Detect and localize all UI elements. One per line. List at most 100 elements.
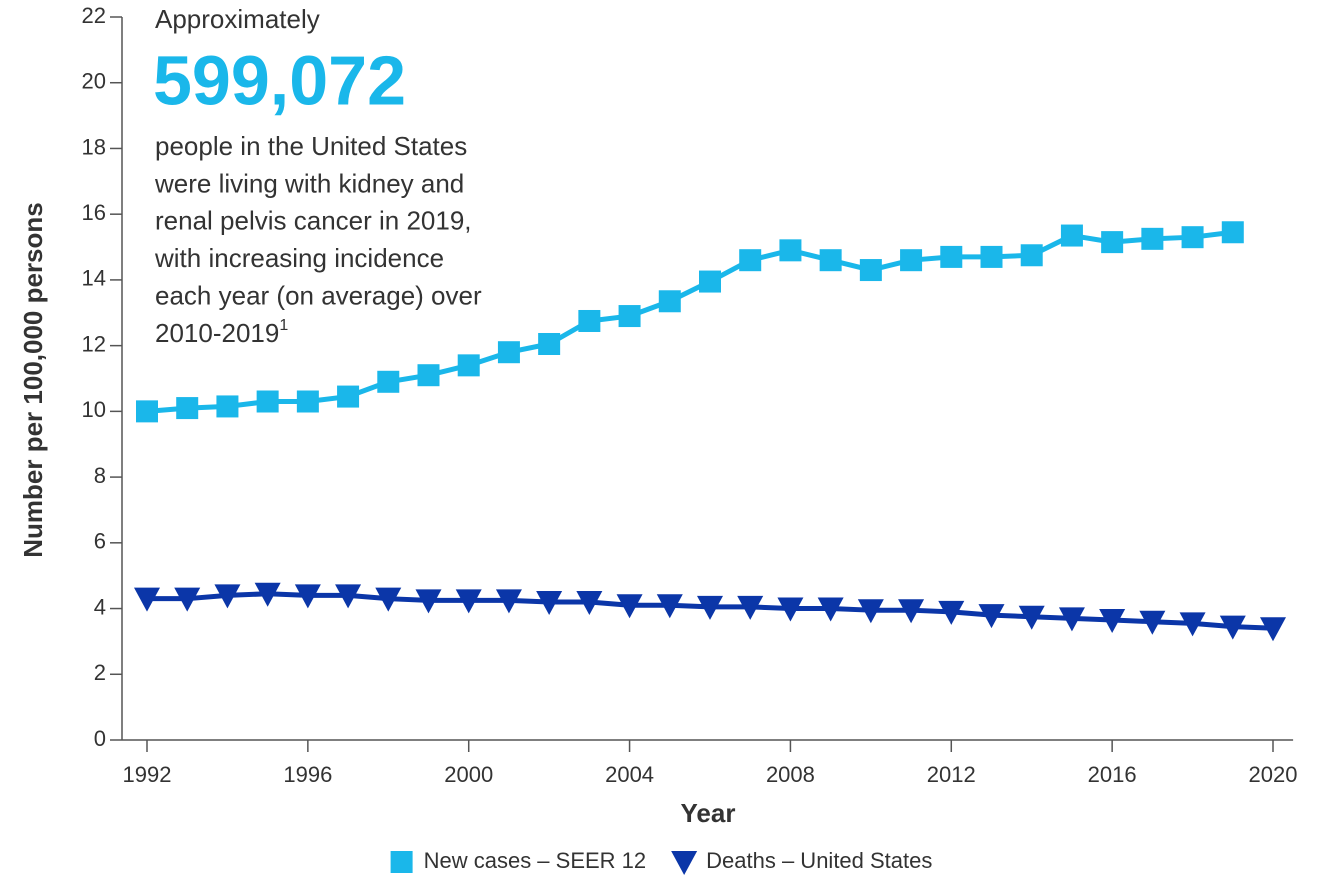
y-tick-label: 2	[94, 660, 106, 685]
y-tick-label: 22	[82, 3, 106, 28]
y-tick-label: 10	[82, 397, 106, 422]
y-tick-label: 18	[82, 134, 106, 159]
marker	[576, 590, 603, 615]
marker	[1060, 224, 1083, 247]
y-tick-label: 12	[82, 331, 106, 356]
marker	[1179, 612, 1206, 637]
marker	[1099, 609, 1126, 634]
annotation: Approximately 599,072 people in the Unit…	[153, 4, 482, 348]
x-tick-label: 2000	[444, 762, 493, 787]
marker	[1141, 227, 1164, 250]
x-tick-label: 2020	[1249, 762, 1298, 787]
marker	[1181, 226, 1204, 249]
marker	[940, 245, 963, 268]
annotation-line: people in the United States	[155, 131, 467, 161]
x-tick-label: 2004	[605, 762, 654, 787]
marker	[536, 590, 563, 615]
series-line	[146, 229, 1234, 414]
y-tick-label: 6	[94, 529, 106, 554]
marker	[375, 587, 402, 612]
marker	[817, 597, 844, 622]
marker	[495, 589, 522, 614]
legend-label: Deaths – United States	[706, 848, 932, 873]
marker	[337, 385, 360, 408]
marker	[900, 249, 923, 272]
marker	[697, 595, 723, 620]
legend: New cases – SEER 12 Deaths – United State…	[390, 848, 932, 875]
legend-marker	[390, 851, 413, 873]
series	[134, 582, 1286, 642]
marker	[415, 589, 442, 614]
marker	[737, 595, 764, 620]
marker	[699, 270, 721, 293]
x-axis-title: Year	[681, 798, 736, 828]
y-axis-title: Number per 100,000 persons	[18, 202, 48, 558]
marker	[335, 584, 362, 609]
y-tick-label: 0	[94, 726, 106, 751]
marker	[1139, 610, 1166, 635]
marker	[497, 341, 520, 364]
marker	[256, 390, 279, 413]
annotation-number: 599,072	[153, 41, 406, 119]
annotation-line: renal pelvis cancer in 2019,	[155, 206, 472, 236]
marker	[658, 290, 681, 313]
annotation-line: were living with kidney and	[154, 168, 464, 198]
y-tick-label: 8	[94, 463, 106, 488]
marker	[898, 599, 925, 624]
legend-label: New cases – SEER 12	[424, 848, 647, 873]
series	[136, 221, 1244, 423]
marker	[176, 397, 199, 420]
marker	[859, 259, 882, 282]
marker	[578, 309, 601, 332]
marker	[254, 582, 281, 607]
marker	[616, 594, 643, 619]
legend-item: Deaths – United States	[671, 848, 932, 875]
marker	[1260, 617, 1286, 642]
marker	[777, 597, 804, 622]
annotation-line: with increasing incidence	[154, 243, 444, 273]
marker	[538, 332, 561, 355]
marker	[1058, 607, 1085, 632]
legend-marker	[671, 851, 698, 875]
marker	[739, 249, 762, 272]
marker	[214, 584, 241, 609]
marker	[294, 584, 321, 609]
marker	[978, 604, 1005, 629]
marker	[618, 305, 641, 328]
marker	[980, 245, 1003, 268]
marker	[656, 594, 683, 619]
annotation-superscript: 1	[279, 317, 288, 334]
marker	[136, 400, 158, 423]
annotation-intro: Approximately	[155, 4, 320, 34]
marker	[457, 354, 480, 377]
annotation-line: each year (on average) over	[155, 280, 482, 310]
x-tick-label: 2016	[1088, 762, 1137, 787]
marker	[1020, 244, 1043, 267]
annotation-line: 2010-20191	[155, 317, 288, 348]
legend-item: New cases – SEER 12	[390, 848, 647, 873]
marker	[779, 239, 802, 262]
marker	[819, 249, 842, 272]
marker	[938, 600, 965, 625]
x-tick-label: 2008	[766, 762, 815, 787]
marker	[296, 390, 319, 413]
marker	[174, 587, 201, 612]
x-tick-label: 2012	[927, 762, 976, 787]
marker	[216, 395, 239, 418]
marker	[1219, 615, 1246, 640]
marker	[417, 364, 440, 387]
marker	[857, 599, 884, 624]
y-tick-label: 20	[82, 69, 106, 94]
y-tick-label: 14	[82, 266, 106, 291]
marker	[455, 589, 482, 614]
x-tick-label: 1992	[123, 762, 172, 787]
marker	[1221, 221, 1244, 244]
marker	[134, 587, 160, 612]
marker	[1101, 231, 1124, 254]
x-tick-label: 1996	[283, 762, 332, 787]
y-tick-label: 16	[82, 200, 106, 225]
y-tick-label: 4	[94, 594, 106, 619]
marker	[377, 370, 400, 393]
marker	[1018, 605, 1045, 630]
